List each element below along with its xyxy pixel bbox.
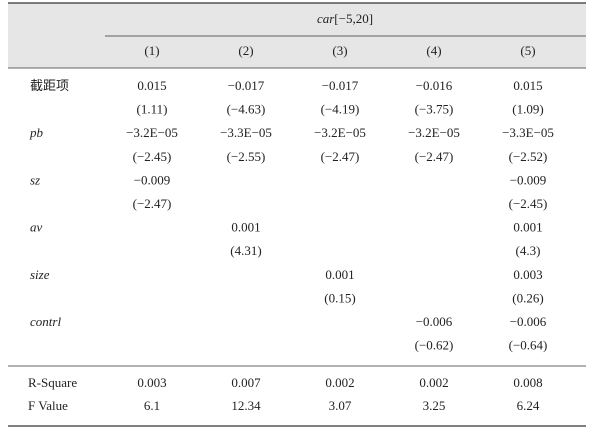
header-background: [8, 3, 586, 68]
coefficient: −3.2E−05: [408, 125, 460, 140]
t-statistic: (−3.75): [415, 102, 454, 117]
coefficient: −0.006: [510, 314, 547, 329]
stat-value: 3.25: [423, 398, 446, 413]
column-header: (4): [426, 43, 441, 58]
coefficient: −0.017: [228, 78, 265, 93]
t-statistic: (4.31): [230, 243, 261, 258]
row-label: pb: [29, 125, 44, 140]
t-statistic: (0.26): [512, 290, 543, 305]
t-statistic: (−2.45): [509, 196, 548, 211]
coefficient: −3.3E−05: [502, 125, 554, 140]
coefficient: −0.016: [416, 78, 453, 93]
coefficient: 0.001: [325, 267, 354, 282]
coefficient: −0.006: [416, 314, 453, 329]
coefficient: 0.003: [513, 267, 542, 282]
t-statistic: (4.3): [516, 243, 541, 258]
coefficient: −0.009: [134, 172, 171, 187]
coefficient: 0.001: [231, 220, 260, 235]
t-statistic: (−2.47): [321, 149, 360, 164]
coefficient: −3.3E−05: [220, 125, 272, 140]
t-statistic: (−2.55): [227, 149, 266, 164]
coefficient: 0.015: [137, 78, 166, 93]
row-label: 截距项: [30, 78, 69, 93]
t-statistic: (0.15): [324, 290, 355, 305]
stat-value: 12.34: [231, 398, 261, 413]
t-statistic: (−4.63): [227, 102, 266, 117]
row-label: av: [30, 220, 43, 235]
t-statistic: (−4.19): [321, 102, 360, 117]
group-header: car[−5,20]: [317, 11, 373, 26]
row-label: sz: [30, 172, 40, 187]
coefficient: 0.015: [513, 78, 542, 93]
stat-value: 3.07: [329, 398, 352, 413]
coefficient: −3.2E−05: [126, 125, 178, 140]
column-header: (1): [144, 43, 159, 58]
t-statistic: (−2.47): [415, 149, 454, 164]
group-window: [−5,20]: [334, 11, 373, 26]
stat-value: 6.24: [517, 398, 540, 413]
row-label: size: [30, 267, 50, 282]
t-statistic: (−2.47): [133, 196, 172, 211]
column-header: (3): [332, 43, 347, 58]
t-statistic: (−2.52): [509, 149, 548, 164]
stat-value: 0.002: [419, 375, 448, 390]
t-statistic: (−2.45): [133, 149, 172, 164]
stat-value: 0.002: [325, 375, 354, 390]
column-header: (2): [238, 43, 253, 58]
stat-value: 0.008: [513, 375, 542, 390]
t-statistic: (1.11): [137, 102, 168, 117]
row-label: contrl: [30, 314, 61, 329]
stat-label: R-Square: [28, 375, 77, 390]
stat-label: F Value: [28, 398, 68, 413]
column-header: (5): [520, 43, 535, 58]
stat-value: 0.007: [231, 375, 261, 390]
coefficient: −3.2E−05: [314, 125, 366, 140]
stat-value: 6.1: [144, 398, 160, 413]
t-statistic: (−0.62): [415, 338, 454, 353]
coefficient: −0.009: [510, 172, 547, 187]
t-statistic: (−0.64): [509, 338, 548, 353]
coefficient: 0.001: [513, 220, 542, 235]
t-statistic: (1.09): [512, 102, 543, 117]
coefficient: −0.017: [322, 78, 359, 93]
stat-value: 0.003: [137, 375, 166, 390]
group-variable: car: [317, 11, 335, 26]
